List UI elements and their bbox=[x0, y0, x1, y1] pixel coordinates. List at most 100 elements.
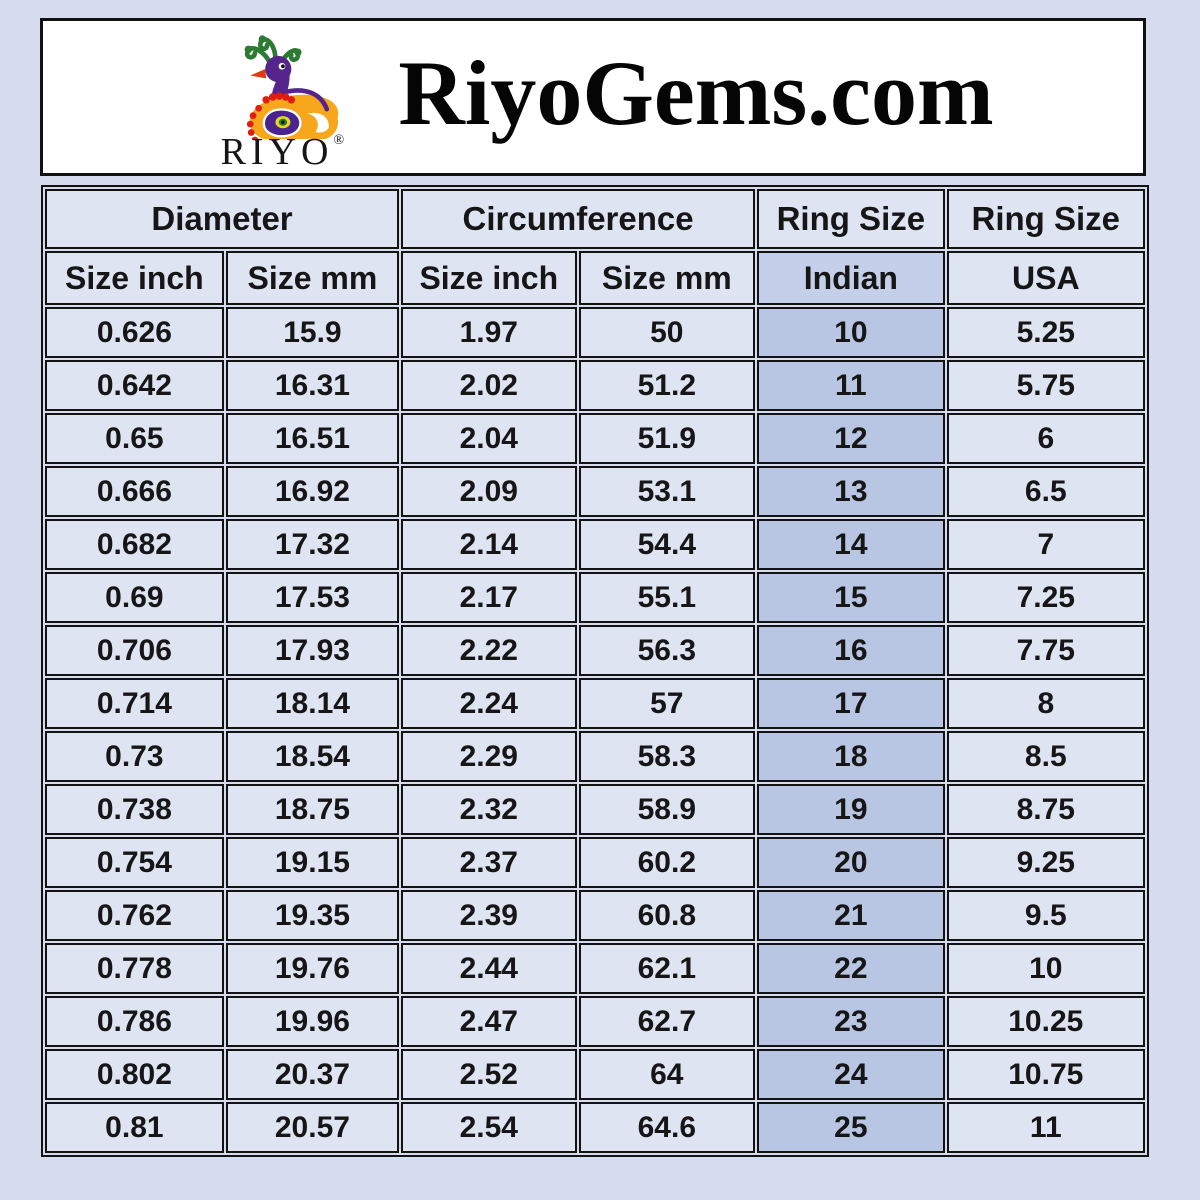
table-cell: 0.714 bbox=[45, 678, 224, 729]
table-row: 0.682 17.32 2.14 54.4 14 7 bbox=[45, 519, 1145, 570]
table-cell: 16.51 bbox=[225, 413, 400, 464]
table-cell: 62.1 bbox=[578, 943, 756, 994]
column-group-circumference: Circumference bbox=[401, 189, 756, 249]
table-cell: 0.666 bbox=[45, 466, 224, 517]
table-cell: 0.69 bbox=[45, 572, 224, 623]
table-cell: 10.75 bbox=[946, 1049, 1145, 1100]
table-row: 0.666 16.92 2.09 53.1 13 6.5 bbox=[45, 466, 1145, 517]
table-cell: 19.96 bbox=[225, 996, 400, 1047]
table-cell: 20.57 bbox=[225, 1102, 400, 1153]
table-cell: 60.8 bbox=[578, 890, 756, 941]
table-cell: 2.39 bbox=[401, 890, 577, 941]
table-cell: 53.1 bbox=[578, 466, 756, 517]
site-title: RiyoGems.com bbox=[398, 42, 994, 144]
table-cell: 19.76 bbox=[225, 943, 400, 994]
table-cell: 2.54 bbox=[401, 1102, 577, 1153]
table-cell: 2.04 bbox=[401, 413, 577, 464]
table-cell: 55.1 bbox=[578, 572, 756, 623]
ring-size-table: Diameter Circumference Ring Size Ring Si… bbox=[41, 185, 1149, 1157]
table-row: 0.754 19.15 2.37 60.2 20 9.25 bbox=[45, 837, 1145, 888]
table-cell: 8.5 bbox=[946, 731, 1145, 782]
table-cell: 19 bbox=[757, 784, 945, 835]
table-cell: 15.9 bbox=[225, 307, 400, 358]
table-cell: 16.31 bbox=[225, 360, 400, 411]
table-cell: 0.682 bbox=[45, 519, 224, 570]
table-cell: 51.9 bbox=[578, 413, 756, 464]
table-cell: 0.81 bbox=[45, 1102, 224, 1153]
table-row: 0.778 19.76 2.44 62.1 22 10 bbox=[45, 943, 1145, 994]
column-header-diameter-mm: Size mm bbox=[225, 251, 400, 305]
column-header-circumference-inch: Size inch bbox=[401, 251, 577, 305]
table-cell: 8.75 bbox=[946, 784, 1145, 835]
table-row: 0.81 20.57 2.54 64.6 25 11 bbox=[45, 1102, 1145, 1153]
table-cell: 2.37 bbox=[401, 837, 577, 888]
table-cell: 2.29 bbox=[401, 731, 577, 782]
table-cell: 13 bbox=[757, 466, 945, 517]
table-cell: 56.3 bbox=[578, 625, 756, 676]
table-subheader-row: Size inch Size mm Size inch Size mm Indi… bbox=[45, 251, 1145, 305]
table-cell: 64.6 bbox=[578, 1102, 756, 1153]
brand-logo: RIYO® bbox=[192, 27, 372, 171]
table-row: 0.642 16.31 2.02 51.2 11 5.75 bbox=[45, 360, 1145, 411]
table-cell: 18.14 bbox=[225, 678, 400, 729]
table-cell: 14 bbox=[757, 519, 945, 570]
column-header-diameter-inch: Size inch bbox=[45, 251, 224, 305]
table-cell: 2.32 bbox=[401, 784, 577, 835]
header-banner: RIYO® RiyoGems.com bbox=[40, 18, 1146, 176]
table-cell: 0.706 bbox=[45, 625, 224, 676]
table-cell: 0.642 bbox=[45, 360, 224, 411]
table-row: 0.626 15.9 1.97 50 10 5.25 bbox=[45, 307, 1145, 358]
table-cell: 0.802 bbox=[45, 1049, 224, 1100]
table-cell: 19.35 bbox=[225, 890, 400, 941]
table-cell: 62.7 bbox=[578, 996, 756, 1047]
table-cell: 17.32 bbox=[225, 519, 400, 570]
table-cell: 2.14 bbox=[401, 519, 577, 570]
table-row: 0.802 20.37 2.52 64 24 10.75 bbox=[45, 1049, 1145, 1100]
table-cell: 17 bbox=[757, 678, 945, 729]
table-cell: 25 bbox=[757, 1102, 945, 1153]
table-row: 0.714 18.14 2.24 57 17 8 bbox=[45, 678, 1145, 729]
table-cell: 11 bbox=[946, 1102, 1145, 1153]
table-cell: 2.24 bbox=[401, 678, 577, 729]
table-cell: 2.22 bbox=[401, 625, 577, 676]
table-cell: 50 bbox=[578, 307, 756, 358]
table-cell: 6 bbox=[946, 413, 1145, 464]
table-cell: 2.02 bbox=[401, 360, 577, 411]
table-cell: 17.53 bbox=[225, 572, 400, 623]
ring-size-chart: Diameter Circumference Ring Size Ring Si… bbox=[41, 185, 1149, 1157]
table-cell: 20 bbox=[757, 837, 945, 888]
table-cell: 57 bbox=[578, 678, 756, 729]
table-cell: 5.25 bbox=[946, 307, 1145, 358]
table-cell: 0.65 bbox=[45, 413, 224, 464]
table-cell: 0.626 bbox=[45, 307, 224, 358]
table-cell: 10 bbox=[757, 307, 945, 358]
table-cell: 54.4 bbox=[578, 519, 756, 570]
column-group-ring-size-usa: Ring Size bbox=[946, 189, 1145, 249]
table-row: 0.762 19.35 2.39 60.8 21 9.5 bbox=[45, 890, 1145, 941]
table-cell: 0.754 bbox=[45, 837, 224, 888]
table-cell: 17.93 bbox=[225, 625, 400, 676]
table-cell: 51.2 bbox=[578, 360, 756, 411]
table-row: 0.69 17.53 2.17 55.1 15 7.25 bbox=[45, 572, 1145, 623]
column-header-indian: Indian bbox=[757, 251, 945, 305]
table-cell: 19.15 bbox=[225, 837, 400, 888]
table-cell: 15 bbox=[757, 572, 945, 623]
table-cell: 58.9 bbox=[578, 784, 756, 835]
table-cell: 2.52 bbox=[401, 1049, 577, 1100]
table-row: 0.65 16.51 2.04 51.9 12 6 bbox=[45, 413, 1145, 464]
table-cell: 8 bbox=[946, 678, 1145, 729]
table-cell: 2.09 bbox=[401, 466, 577, 517]
table-cell: 0.786 bbox=[45, 996, 224, 1047]
table-cell: 2.17 bbox=[401, 572, 577, 623]
table-cell: 2.44 bbox=[401, 943, 577, 994]
table-cell: 11 bbox=[757, 360, 945, 411]
table-cell: 21 bbox=[757, 890, 945, 941]
table-cell: 18.54 bbox=[225, 731, 400, 782]
table-cell: 23 bbox=[757, 996, 945, 1047]
table-cell: 9.25 bbox=[946, 837, 1145, 888]
table-cell: 9.5 bbox=[946, 890, 1145, 941]
table-row: 0.73 18.54 2.29 58.3 18 8.5 bbox=[45, 731, 1145, 782]
table-row: 0.786 19.96 2.47 62.7 23 10.25 bbox=[45, 996, 1145, 1047]
table-cell: 7 bbox=[946, 519, 1145, 570]
column-header-circumference-mm: Size mm bbox=[578, 251, 756, 305]
